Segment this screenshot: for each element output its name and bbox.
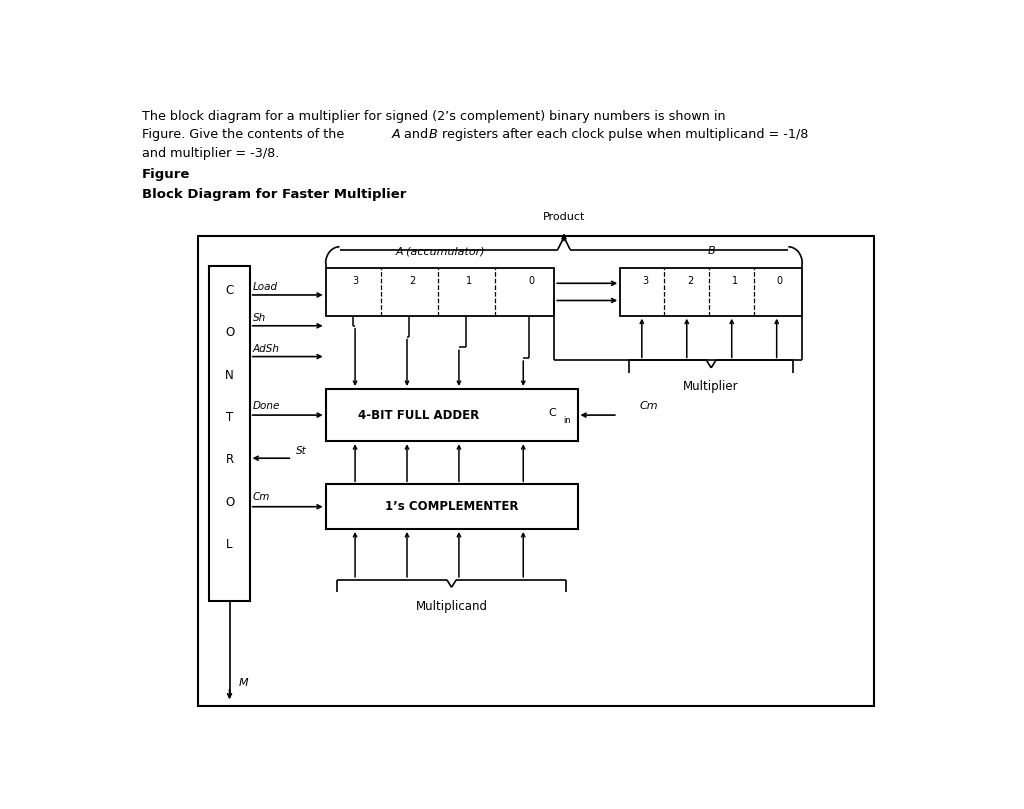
Text: Done: Done — [253, 400, 281, 411]
Text: 1: 1 — [732, 276, 738, 286]
Text: Figure: Figure — [142, 168, 190, 181]
Text: Figure. Give the contents of the: Figure. Give the contents of the — [142, 129, 348, 142]
Bar — [326, 485, 578, 529]
Text: B: B — [429, 129, 438, 142]
Text: The block diagram for a multiplier for signed (2’s complement) binary numbers is: The block diagram for a multiplier for s… — [142, 110, 726, 123]
Text: 1: 1 — [466, 276, 472, 286]
Text: AdSh: AdSh — [253, 344, 280, 354]
Text: Multiplier: Multiplier — [683, 380, 739, 393]
Text: C: C — [548, 408, 556, 417]
Text: 2: 2 — [410, 276, 416, 286]
Text: O: O — [225, 326, 234, 339]
Text: T: T — [226, 411, 233, 424]
Text: 4-BIT FULL ADDER: 4-BIT FULL ADDER — [358, 409, 479, 421]
Text: and multiplier = -3/8.: and multiplier = -3/8. — [142, 146, 280, 160]
Text: registers after each clock pulse when multiplicand = -1/8: registers after each clock pulse when mu… — [438, 129, 808, 142]
Text: Cm: Cm — [253, 493, 270, 502]
Bar — [198, 236, 873, 706]
Text: C: C — [225, 284, 233, 297]
Bar — [326, 389, 578, 441]
Text: L: L — [226, 538, 232, 551]
Text: St: St — [296, 446, 307, 455]
Bar — [621, 268, 802, 316]
Text: 2: 2 — [687, 276, 693, 286]
Text: 0: 0 — [776, 276, 782, 286]
Text: 0: 0 — [528, 276, 535, 286]
Text: Multiplicand: Multiplicand — [416, 599, 487, 612]
Text: Product: Product — [543, 212, 585, 222]
Text: 3: 3 — [352, 276, 358, 286]
Text: Block Diagram for Faster Multiplier: Block Diagram for Faster Multiplier — [142, 188, 407, 201]
Text: A: A — [391, 129, 400, 142]
Text: M: M — [239, 678, 249, 688]
Text: 3: 3 — [642, 276, 648, 286]
Text: R: R — [225, 453, 233, 466]
Text: 1’s COMPLEMENTER: 1’s COMPLEMENTER — [385, 500, 518, 513]
Text: N: N — [225, 369, 233, 382]
Text: A (accumulator): A (accumulator) — [395, 246, 484, 256]
Bar — [209, 265, 250, 600]
Text: Sh: Sh — [253, 313, 266, 323]
Text: in: in — [563, 416, 570, 425]
Text: Cm: Cm — [640, 400, 658, 411]
Text: O: O — [225, 496, 234, 509]
Text: Load: Load — [253, 282, 278, 292]
Bar — [326, 268, 554, 316]
Text: B: B — [708, 246, 715, 256]
Text: and: and — [400, 129, 432, 142]
